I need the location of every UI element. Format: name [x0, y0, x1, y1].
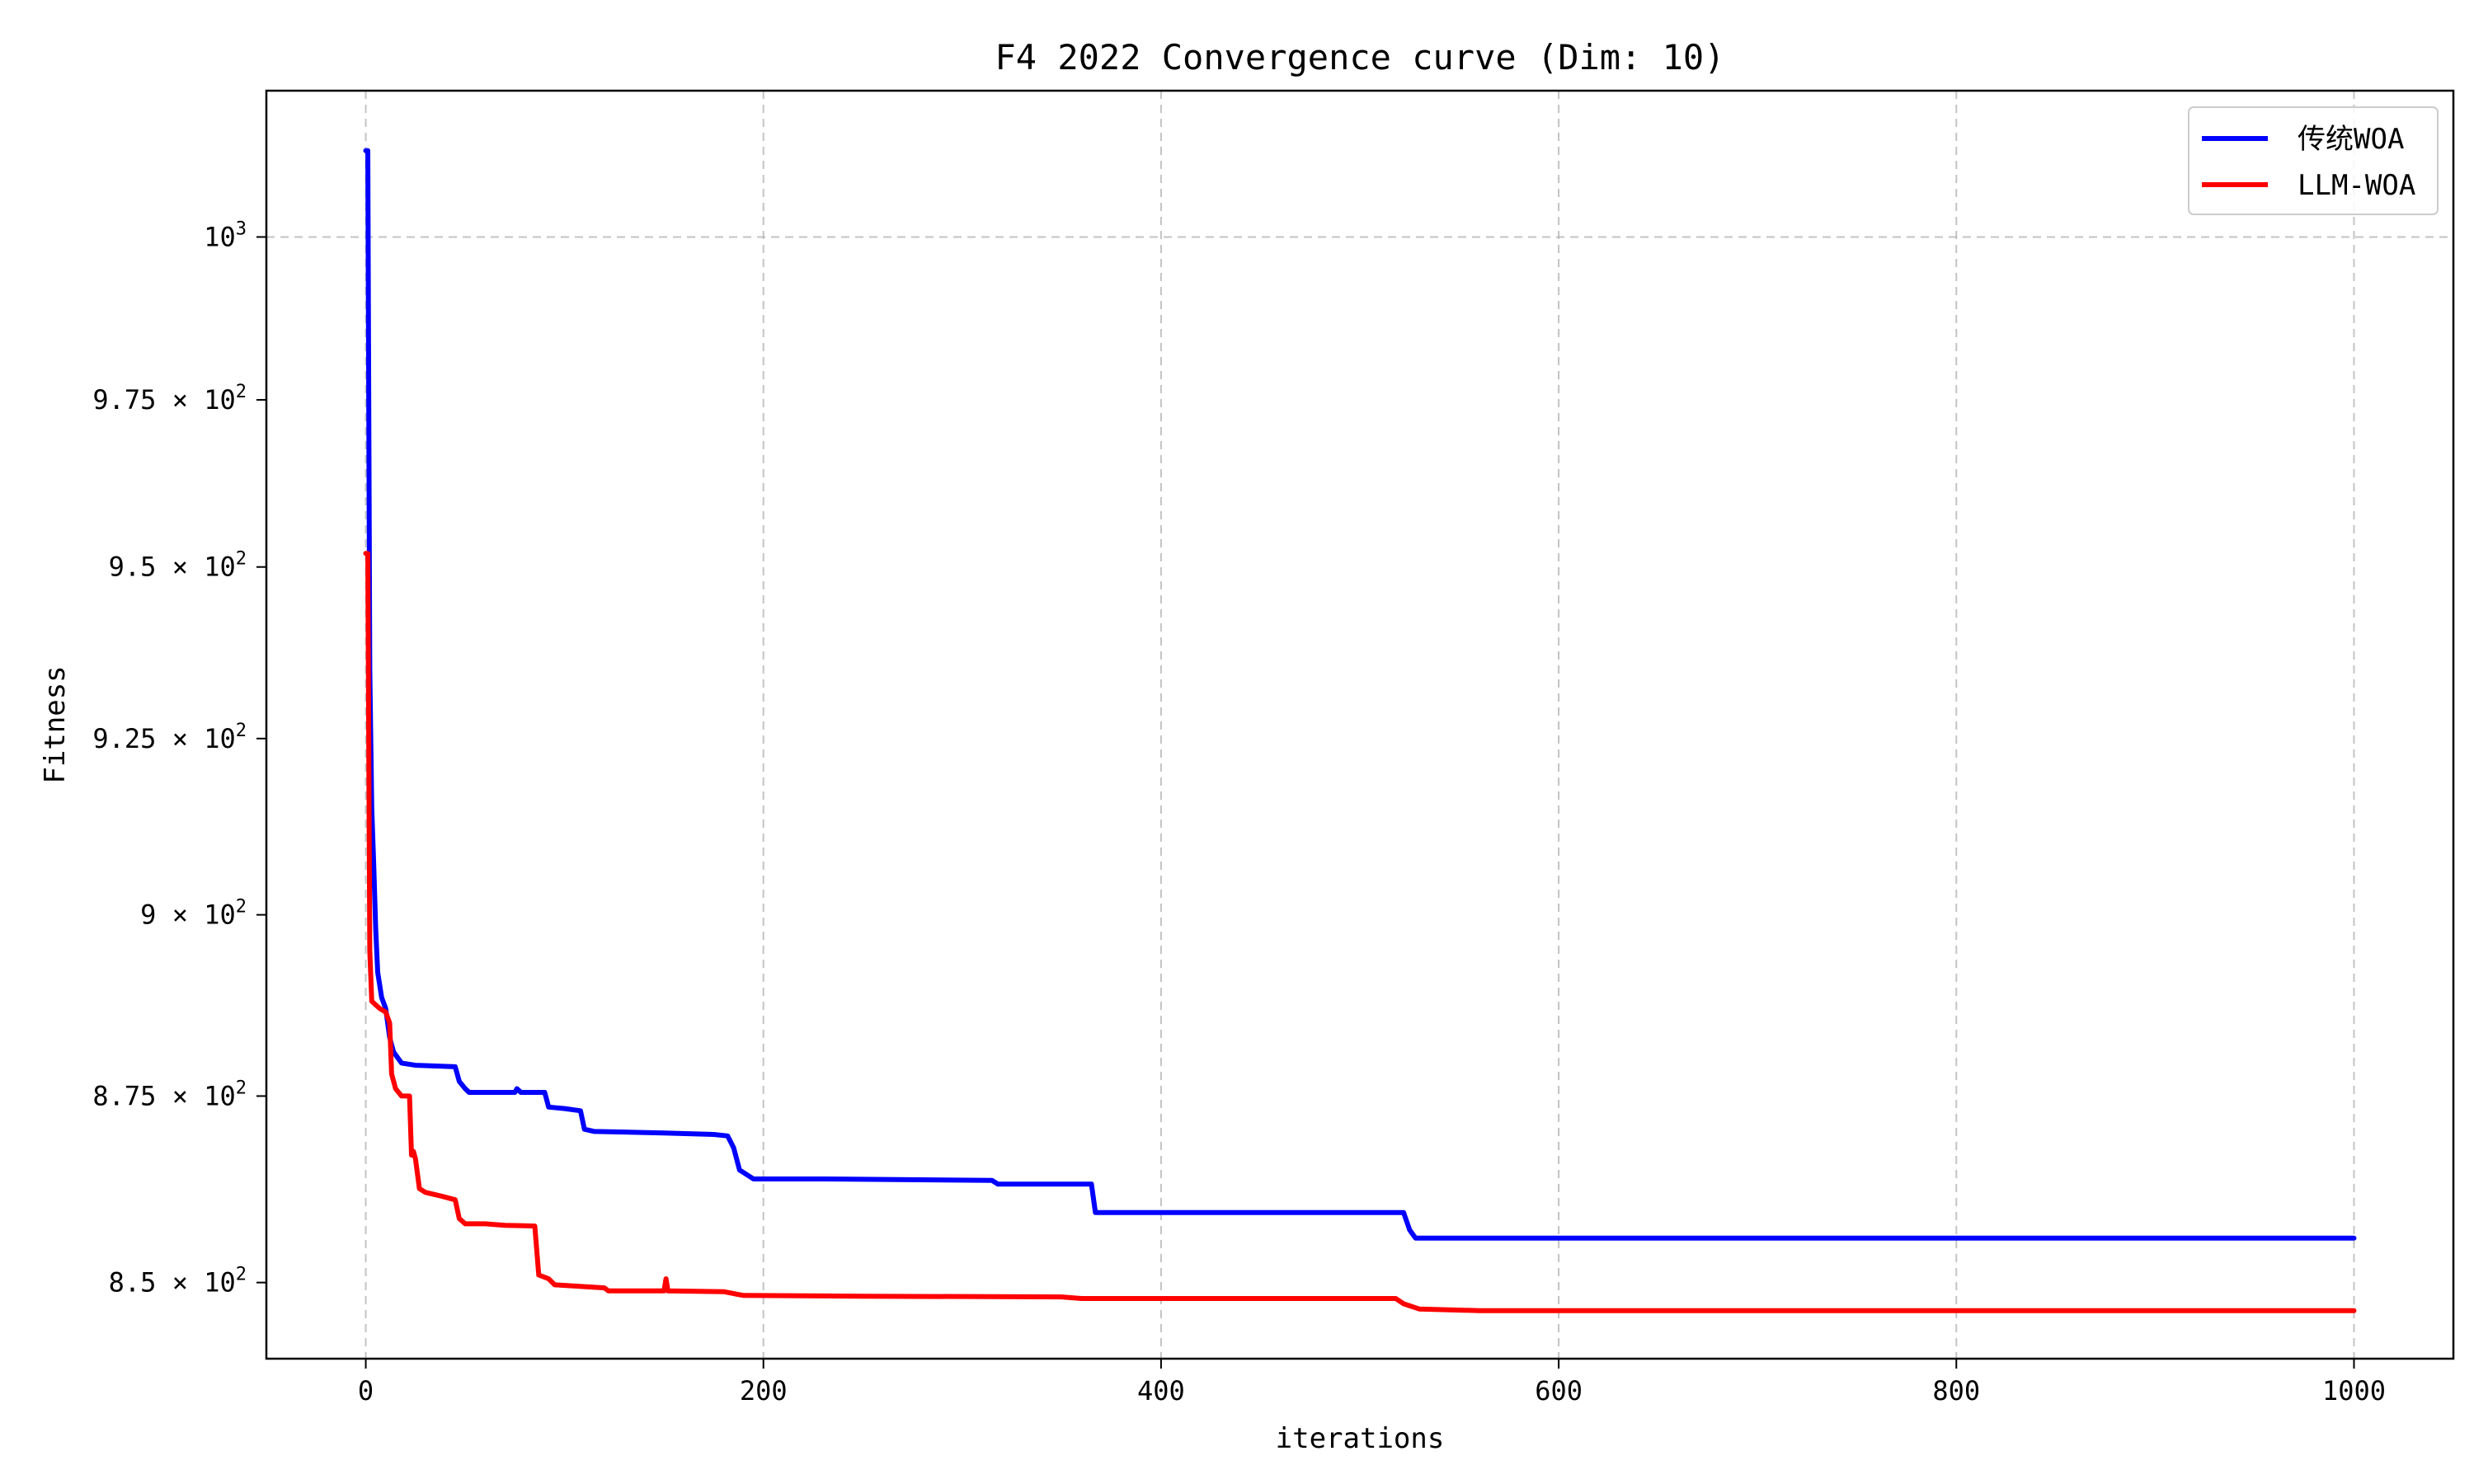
grid-layer: [266, 91, 2453, 1359]
y-tick-label: 9.75 × 102: [92, 382, 247, 416]
y-tick-mantissa: 9 × 10: [140, 899, 236, 931]
plot-frame: [265, 89, 2455, 1360]
y-tick-exponent: 2: [236, 382, 247, 402]
x-tick-label: 600: [1535, 1375, 1583, 1407]
y-tick-label: 103: [204, 218, 247, 252]
legend: 传统WOA LLM-WOA: [2188, 106, 2439, 215]
y-tick-exponent: 2: [236, 721, 247, 741]
series-line-woa: [363, 148, 2357, 1241]
y-tick-mantissa: 9.25 × 10: [92, 723, 235, 754]
y-tick-mantissa: 9.5 × 10: [109, 552, 236, 583]
x-tick-label: 800: [1932, 1375, 1980, 1407]
x-axis-label: iterations: [1276, 1422, 1445, 1455]
y-tick-exponent: 2: [236, 897, 247, 918]
y-tick-mantissa: 8.75 × 10: [92, 1080, 235, 1111]
y-tick-label: 9.25 × 102: [92, 721, 247, 754]
y-tick-exponent: 2: [236, 1078, 247, 1098]
y-tick-label: 8.75 × 102: [92, 1078, 247, 1111]
legend-label: 传统WOA: [2298, 123, 2404, 156]
y-tick-mantissa: 10: [204, 221, 236, 252]
y-tick-exponent: 2: [236, 1265, 247, 1285]
series-line-llm-woa: [363, 551, 2357, 1313]
x-tick-label: 200: [740, 1375, 788, 1407]
y-tick-mantissa: 8.5 × 10: [109, 1267, 236, 1298]
x-tick-label: 1000: [2322, 1375, 2386, 1407]
x-tick-label: 0: [358, 1375, 374, 1407]
y-tick-label: 9.5 × 102: [109, 549, 247, 583]
y-tick-label: 8.5 × 102: [109, 1265, 247, 1298]
y-tick-exponent: 2: [236, 549, 247, 570]
x-tick-label: 400: [1137, 1375, 1185, 1407]
y-axis-label: Fitness: [39, 665, 72, 783]
series-layer: [363, 148, 2357, 1313]
legend-box: [2188, 106, 2439, 215]
chart-title: F4 2022 Convergence curve (Dim: 10): [995, 37, 1724, 77]
y-tick-exponent: 3: [236, 218, 247, 239]
y-tick-mantissa: 9.75 × 10: [92, 384, 235, 416]
y-tick-label: 9 × 102: [140, 897, 247, 931]
legend-label: LLM-WOA: [2298, 169, 2415, 202]
